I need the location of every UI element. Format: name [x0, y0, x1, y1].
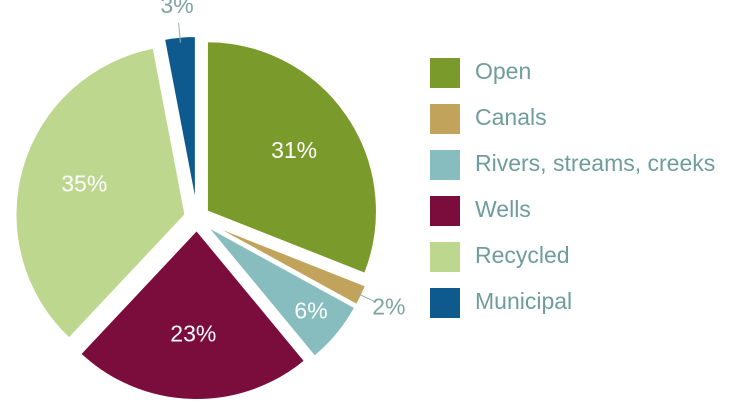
legend-swatch: [430, 288, 460, 318]
legend-label: Open: [475, 58, 531, 84]
pie-slice: [78, 228, 307, 401]
legend-label: Recycled: [475, 242, 570, 268]
pie-slice: [205, 40, 378, 276]
slice-label: 6%: [294, 297, 327, 323]
pie-slice: [205, 224, 357, 359]
legend-label: Municipal: [475, 288, 572, 314]
leader-line: [178, 22, 181, 43]
slice-label: 31%: [271, 137, 317, 163]
slice-label: 3%: [160, 0, 193, 18]
slice-label: 23%: [170, 320, 216, 346]
legend-swatch: [430, 104, 460, 134]
legend-swatch: [430, 242, 460, 272]
legend-swatch: [430, 196, 460, 226]
slice-label: 2%: [372, 293, 405, 319]
legend-label: Canals: [475, 104, 547, 130]
pie-slice: [14, 46, 187, 340]
legend-swatch: [430, 58, 460, 88]
leader-line: [356, 292, 375, 302]
legend-label: Wells: [475, 196, 531, 222]
legend-label: Rivers, streams, creeks: [475, 150, 715, 176]
slice-label: 35%: [61, 170, 107, 196]
legend-swatch: [430, 150, 460, 180]
